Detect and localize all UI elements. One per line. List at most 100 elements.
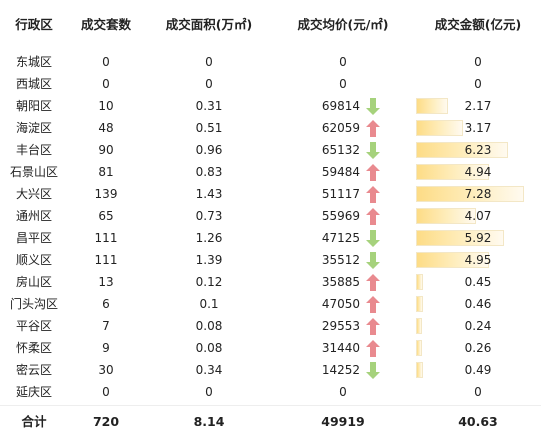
amount-cell: 4.95 xyxy=(464,253,492,267)
amount-bar xyxy=(416,252,489,268)
area-cell: 0.08 xyxy=(195,319,223,333)
price-cell: 59484 xyxy=(321,165,360,179)
area-cell: 0 xyxy=(205,55,213,69)
price-cell: 55969 xyxy=(321,209,360,223)
table-row: 西城区 0 0 0 0 xyxy=(0,73,541,95)
header-price: 成交均价(元/㎡) xyxy=(297,17,389,32)
district-cell: 海淀区 xyxy=(15,121,52,135)
district-cell: 东城区 xyxy=(15,55,52,69)
amount-cell: 4.94 xyxy=(464,165,492,179)
amount-cell: 3.17 xyxy=(464,121,492,135)
amount-bar xyxy=(416,362,423,378)
count-cell: 0 xyxy=(102,77,110,91)
price-cell: 47125 xyxy=(321,231,360,245)
up-arrow-icon xyxy=(366,120,380,137)
count-cell: 9 xyxy=(102,341,110,355)
amount-bar xyxy=(416,340,422,356)
amount-bar xyxy=(416,142,508,158)
district-cell: 西城区 xyxy=(15,77,52,91)
area-cell: 1.43 xyxy=(195,187,223,201)
count-cell: 111 xyxy=(94,231,118,245)
table-row: 大兴区 139 1.43 51117 7.28 xyxy=(0,183,541,205)
down-arrow-icon xyxy=(366,98,380,115)
amount-cell: 0.26 xyxy=(464,341,492,355)
down-arrow-icon xyxy=(366,230,380,247)
amount-cell: 0.24 xyxy=(464,319,492,333)
district-cell: 密云区 xyxy=(15,363,52,377)
price-cell: 31440 xyxy=(321,341,360,355)
amount-cell: 6.23 xyxy=(464,143,492,157)
area-cell: 0.96 xyxy=(195,143,223,157)
district-cell: 石景山区 xyxy=(9,165,58,179)
amount-bar xyxy=(416,98,448,114)
district-cell: 延庆区 xyxy=(15,385,52,399)
area-cell: 0.12 xyxy=(195,275,223,289)
price-cell: 69814 xyxy=(321,99,360,113)
price-cell: 35885 xyxy=(321,275,360,289)
table-row: 昌平区 111 1.26 47125 5.92 xyxy=(0,227,541,249)
amount-bar xyxy=(416,164,489,180)
down-arrow-icon xyxy=(366,252,380,269)
amount-bar xyxy=(416,296,423,312)
amount-cell: 2.17 xyxy=(464,99,492,113)
up-arrow-icon xyxy=(366,208,380,225)
area-cell: 0.73 xyxy=(195,209,223,223)
count-cell: 0 xyxy=(102,55,110,69)
count-cell: 7 xyxy=(102,319,110,333)
price-cell: 0 xyxy=(339,77,347,91)
count-cell: 48 xyxy=(98,121,114,135)
area-cell: 0.08 xyxy=(195,341,223,355)
count-cell: 13 xyxy=(98,275,114,289)
count-cell: 10 xyxy=(98,99,114,113)
amount-bar xyxy=(416,186,524,202)
amount-cell: 0.46 xyxy=(464,297,492,311)
up-arrow-icon xyxy=(366,164,380,181)
amount-cell: 4.07 xyxy=(464,209,492,223)
price-cell: 14252 xyxy=(321,363,360,377)
total-area: 8.14 xyxy=(193,414,225,429)
district-cell: 顺义区 xyxy=(15,253,52,267)
table-row: 东城区 0 0 0 0 xyxy=(0,51,541,73)
area-cell: 0 xyxy=(205,385,213,399)
total-price: 49919 xyxy=(321,414,365,429)
down-arrow-icon xyxy=(366,142,380,159)
price-cell: 0 xyxy=(339,385,347,399)
price-cell: 35512 xyxy=(321,253,360,267)
amount-cell: 0.49 xyxy=(464,363,492,377)
district-cell: 房山区 xyxy=(15,275,52,289)
price-cell: 65132 xyxy=(321,143,360,157)
area-cell: 0.34 xyxy=(195,363,223,377)
table-row: 怀柔区 9 0.08 31440 0.26 xyxy=(0,337,541,359)
amount-cell: 5.92 xyxy=(464,231,492,245)
count-cell: 65 xyxy=(98,209,114,223)
amount-cell: 0.45 xyxy=(464,275,492,289)
table-row: 朝阳区 10 0.31 69814 2.17 xyxy=(0,95,541,117)
count-cell: 81 xyxy=(98,165,114,179)
district-cell: 平谷区 xyxy=(15,319,52,333)
district-cell: 昌平区 xyxy=(15,231,52,245)
table-row: 海淀区 48 0.51 62059 3.17 xyxy=(0,117,541,139)
total-count: 720 xyxy=(92,414,120,429)
district-cell: 怀柔区 xyxy=(15,341,52,355)
price-cell: 29553 xyxy=(321,319,360,333)
price-cell: 0 xyxy=(339,55,347,69)
area-cell: 1.39 xyxy=(195,253,223,267)
up-arrow-icon xyxy=(366,296,380,313)
district-cell: 朝阳区 xyxy=(15,99,52,113)
up-arrow-icon xyxy=(366,340,380,357)
header-amount: 成交金额(亿元) xyxy=(434,17,522,32)
area-cell: 0.83 xyxy=(195,165,223,179)
table-row: 密云区 30 0.34 14252 0.49 xyxy=(0,359,541,381)
amount-bar xyxy=(416,208,476,224)
table-row: 顺义区 111 1.39 35512 4.95 xyxy=(0,249,541,271)
total-separator xyxy=(0,405,541,406)
area-cell: 0 xyxy=(205,77,213,91)
total-label: 合计 xyxy=(21,414,47,429)
amount-cell: 7.28 xyxy=(464,187,492,201)
area-cell: 0.31 xyxy=(195,99,223,113)
up-arrow-icon xyxy=(366,318,380,335)
district-cell: 通州区 xyxy=(15,209,52,223)
header-area: 成交面积(万㎡) xyxy=(165,17,253,32)
down-arrow-icon xyxy=(366,362,380,379)
